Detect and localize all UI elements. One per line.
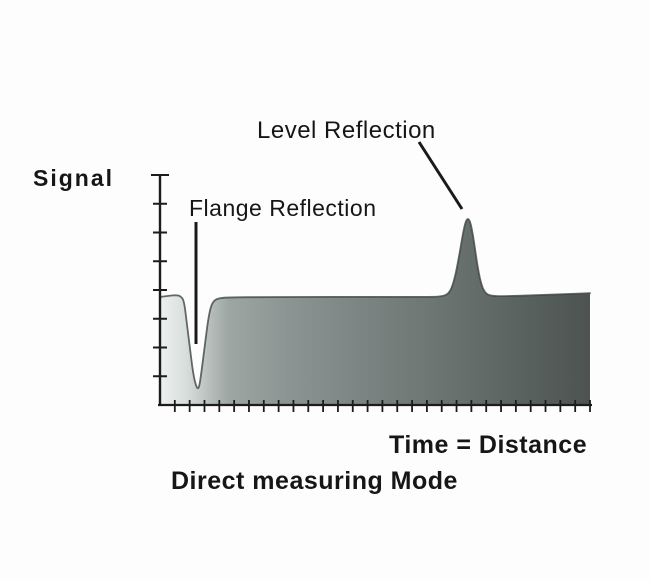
signal-area [160,219,590,405]
figure-caption: Direct measuring Mode [171,467,458,495]
level-pointer-line [417,141,464,210]
level-reflection-label: Level Reflection [257,117,436,144]
flange-reflection-label: Flange Reflection [189,195,377,221]
x-axis-ticks [173,400,591,412]
signal-curve [159,218,591,390]
y-axis-label: Signal [33,165,115,191]
x-axis-label: Time = Distance [389,431,588,459]
y-axis-ticks [151,174,169,378]
